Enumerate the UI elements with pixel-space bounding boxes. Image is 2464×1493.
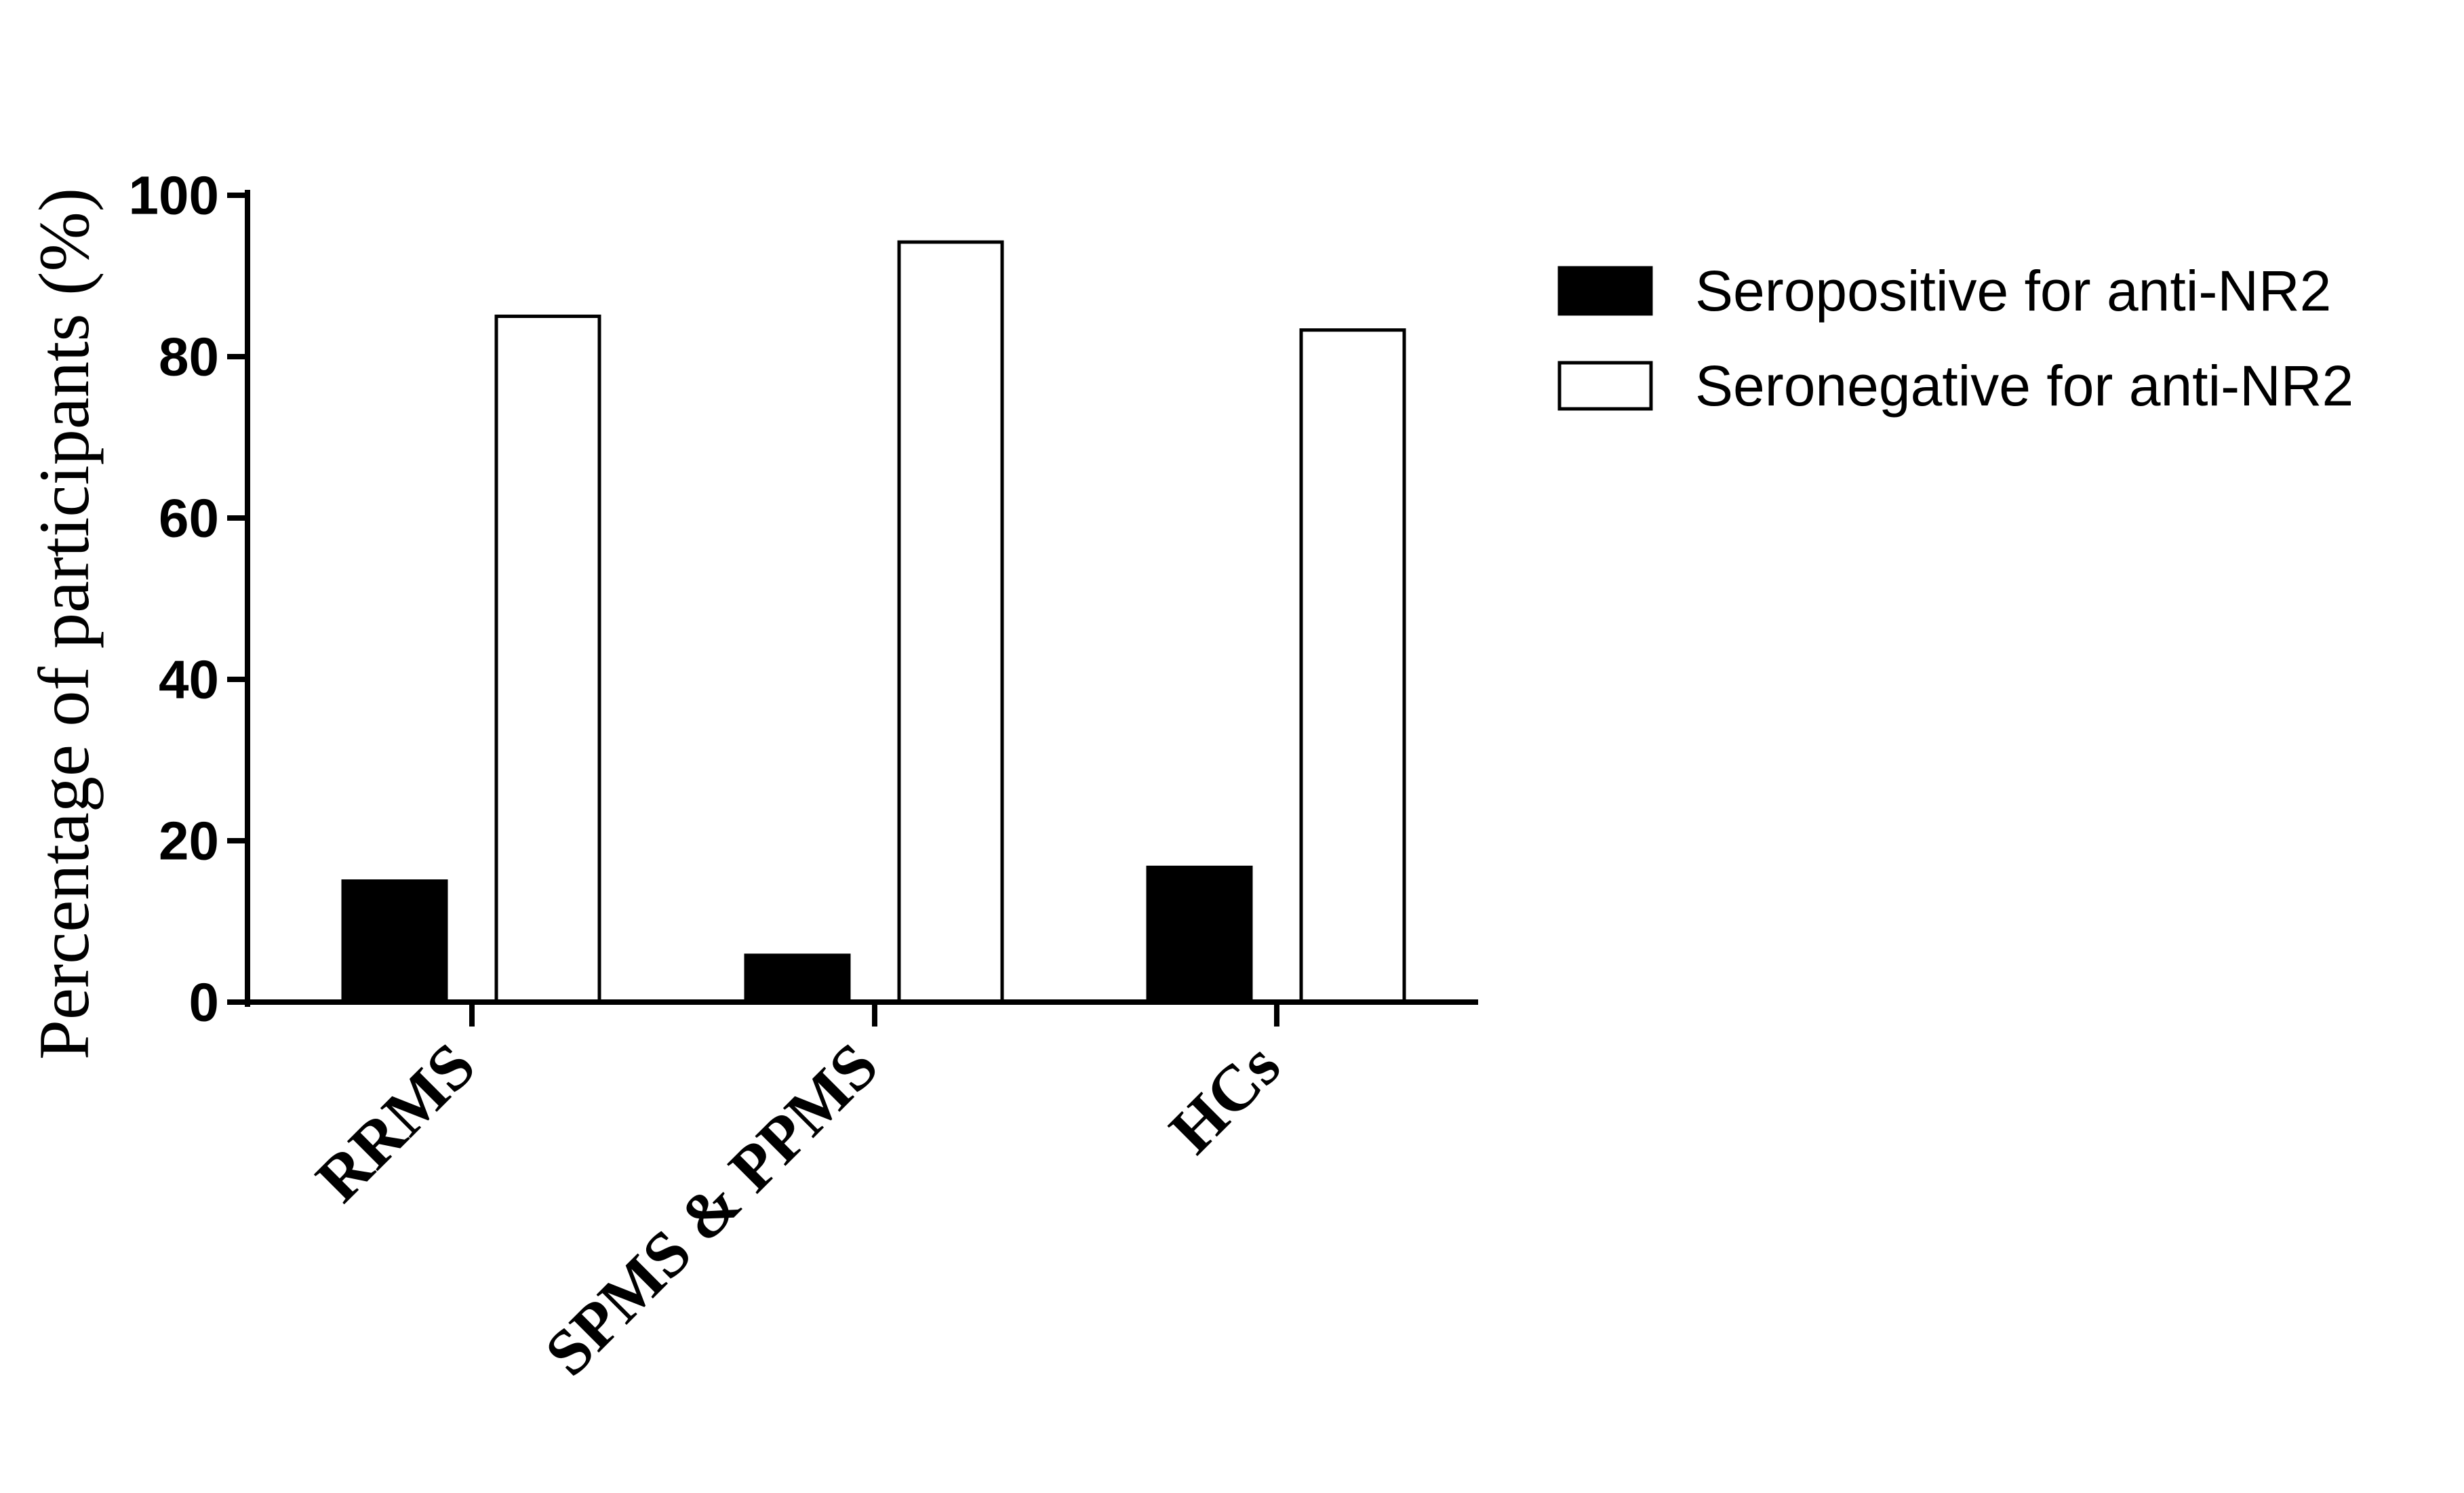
bar-seronegative-3 (1299, 328, 1406, 1004)
y-tick-label-100: 100 (129, 165, 219, 226)
bar-seronegative-2 (897, 240, 1004, 1004)
axes-layer (227, 190, 1478, 1027)
legend-label-seronegative: Seronegative for anti-NR2 (1695, 354, 2353, 418)
x-category-label-1: RRMS (302, 1029, 489, 1216)
y-tick-label-40: 40 (159, 650, 219, 710)
bar-seronegative-1 (494, 315, 601, 1004)
legend-label-seropositive: Seropositive for anti-NR2 (1695, 259, 2331, 323)
x-category-label-2: SPMS & PPMS (531, 1029, 892, 1389)
bar-seropositive-3 (1146, 865, 1253, 1004)
y-tick-label-80: 80 (159, 327, 219, 387)
y-tick-label-60: 60 (159, 488, 219, 549)
bar-seropositive-1 (341, 879, 448, 1004)
bar-seropositive-2 (744, 953, 851, 1004)
labels-layer: 0 20 40 60 80 100 RRMS SPMS & PPMS HCs Percentage… (24, 165, 1294, 1390)
y-axis-title: Percentage of participants (%) (24, 188, 104, 1060)
y-tick-label-0: 0 (189, 972, 220, 1033)
bars-layer (341, 240, 1406, 1004)
legend: Seropositive for anti-NR2 Seronegative fo… (1557, 259, 2353, 418)
x-category-label-3: HCs (1155, 1029, 1294, 1167)
legend-swatch-seropositive (1557, 266, 1653, 316)
legend-swatch-seronegative (1557, 361, 1653, 411)
y-tick-label-20: 20 (159, 811, 219, 871)
